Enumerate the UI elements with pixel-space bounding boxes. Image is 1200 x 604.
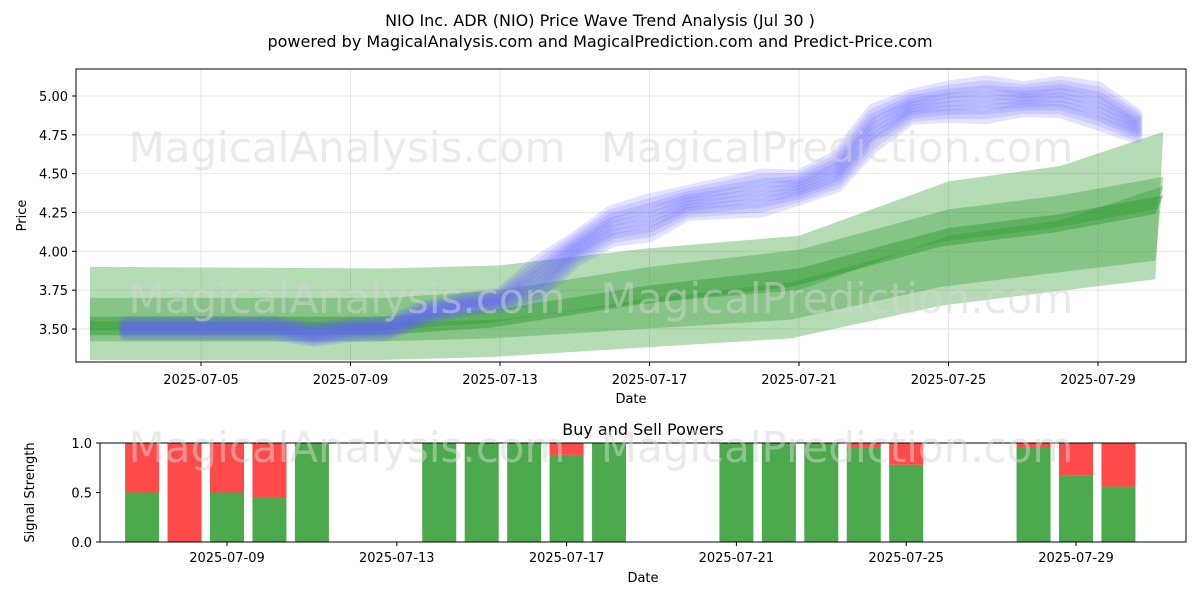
sell-bar xyxy=(1059,443,1093,476)
buy-bar xyxy=(464,443,499,542)
signal-panel: Buy and Sell Powers 2025-07-09 2025-07-13 2… xyxy=(23,420,1187,586)
signal-x-tick-label: 2025-07-21 xyxy=(699,551,775,566)
signal-y-axis-label: Signal Strength xyxy=(23,442,38,542)
buy-bar xyxy=(1101,486,1136,542)
y-tick-label: 4.00 xyxy=(39,245,68,260)
price-wave-line xyxy=(119,99,1143,346)
y-tick-label: 3.50 xyxy=(39,323,68,338)
sell-bar xyxy=(889,443,924,465)
sell-bar xyxy=(1101,443,1136,487)
price-wave-line xyxy=(119,102,1143,347)
watermark-left-bottom: MagicalAnalysis.com xyxy=(129,423,566,472)
price-wave-line xyxy=(119,75,1143,336)
watermark-right-mid: MagicalPrediction.com xyxy=(601,274,1074,323)
signal-y-tick-label: 1.0 xyxy=(71,437,92,452)
price-wave-line xyxy=(119,92,1143,343)
price-wave-line xyxy=(119,96,1143,344)
signal-x-tick-label: 2025-07-25 xyxy=(868,551,944,566)
trend-band-lower xyxy=(90,176,1164,342)
y-tick-label: 3.75 xyxy=(39,284,68,299)
sell-bar xyxy=(846,443,881,448)
price-series-group xyxy=(90,75,1164,361)
price-plot-area xyxy=(76,69,1186,362)
y-tick-label: 4.25 xyxy=(39,207,68,222)
price-wave-line xyxy=(119,84,1143,340)
watermark-right-top: MagicalPrediction.com xyxy=(601,123,1074,172)
sell-bar xyxy=(210,443,244,493)
buy-bar xyxy=(804,443,839,542)
sell-bar xyxy=(1016,443,1051,448)
buy-bar xyxy=(889,464,924,542)
watermark-right-bottom: MagicalPrediction.com xyxy=(601,423,1074,472)
price-wave-line xyxy=(119,88,1143,341)
sell-bar xyxy=(252,443,287,498)
buy-bar xyxy=(210,492,244,542)
x-tick-label: 2025-07-29 xyxy=(1060,373,1136,388)
x-tick-label: 2025-07-17 xyxy=(612,373,688,388)
price-x-axis-label: Date xyxy=(615,392,646,407)
price-panel: 2025-07-05 2025-07-09 2025-07-13 2025-07-17… xyxy=(15,68,1187,407)
signal-y-tick-label: 0.0 xyxy=(71,536,92,551)
chart-title: NIO Inc. ADR (NIO) Price Wave Trend Anal… xyxy=(385,11,815,30)
y-tick-label: 4.75 xyxy=(39,129,68,144)
x-tick-label: 2025-07-05 xyxy=(163,373,239,388)
x-tick-label: 2025-07-25 xyxy=(911,373,987,388)
signal-x-tick-label: 2025-07-29 xyxy=(1038,551,1114,566)
signal-x-tick-label: 2025-07-13 xyxy=(359,551,435,566)
trend-band-outer xyxy=(90,131,1164,361)
x-tick-label: 2025-07-13 xyxy=(462,373,538,388)
buy-bar xyxy=(422,443,457,542)
signal-panel-title: Buy and Sell Powers xyxy=(562,420,724,439)
sell-bar xyxy=(549,443,584,455)
buy-bar xyxy=(549,454,584,542)
buy-bar xyxy=(125,492,160,542)
buy-bar xyxy=(294,443,329,542)
y-tick-label: 4.50 xyxy=(39,168,68,183)
signal-x-axis-label: Date xyxy=(627,571,658,586)
watermark-left-top: MagicalAnalysis.com xyxy=(129,123,566,172)
chart-subtitle: powered by MagicalAnalysis.com and Magic… xyxy=(267,32,932,51)
buy-bar xyxy=(1059,475,1093,542)
buy-bar xyxy=(761,443,796,542)
sell-bar xyxy=(125,443,160,493)
price-plot-frame xyxy=(75,68,1187,363)
buy-bar xyxy=(507,443,542,542)
buy-bar xyxy=(846,447,881,542)
buy-bar xyxy=(1016,447,1051,542)
x-tick-label: 2025-07-09 xyxy=(313,373,389,388)
price-wave-line xyxy=(119,79,1143,338)
signal-y-tick-label: 0.5 xyxy=(71,487,92,502)
x-tick-label: 2025-07-21 xyxy=(761,373,837,388)
trend-band-core xyxy=(90,195,1164,336)
buy-bar xyxy=(719,443,754,542)
signal-x-tick-label: 2025-07-09 xyxy=(189,551,265,566)
price-y-axis-label: Price xyxy=(15,200,30,232)
sell-bar xyxy=(167,443,202,542)
buy-bar xyxy=(592,443,627,542)
signal-x-tick-label: 2025-07-17 xyxy=(529,551,605,566)
watermark-left-mid: MagicalAnalysis.com xyxy=(129,274,566,323)
buy-bar xyxy=(252,497,287,542)
y-tick-label: 5.00 xyxy=(39,90,68,105)
